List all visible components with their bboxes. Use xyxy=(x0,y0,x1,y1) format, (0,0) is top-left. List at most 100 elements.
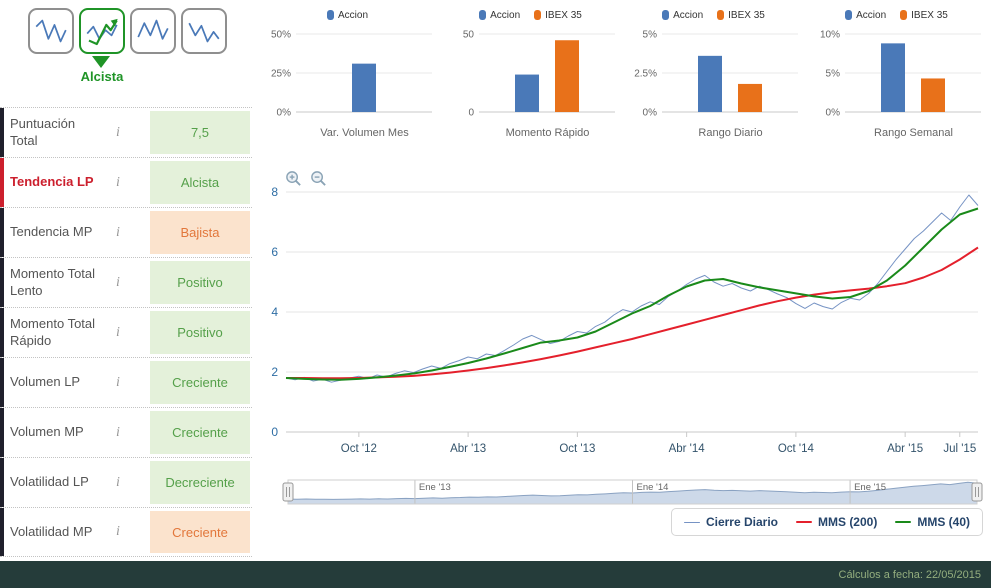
indicator-row: Puntuación Total i 7,5 xyxy=(0,107,252,157)
svg-text:Ene '13: Ene '13 xyxy=(419,482,451,493)
legend-item-ibex-35[interactable]: IBEX 35 xyxy=(717,10,765,21)
indicator-value: Creciente xyxy=(150,411,250,454)
indicator-label: Momento Total Rápido xyxy=(10,316,96,348)
mini-chart-legend: Accion IBEX 35 xyxy=(805,4,988,26)
series-line-icon xyxy=(683,521,700,523)
row-accent-bar xyxy=(0,258,4,307)
zigzag-pattern-3-thumbnail[interactable] xyxy=(130,8,176,54)
series-legend-item-mms-200-[interactable]: MMS (200) xyxy=(795,515,877,529)
series-line-icon xyxy=(795,521,812,523)
mini-chart-title: Rango Semanal xyxy=(874,127,953,139)
indicator-label: Tendencia MP xyxy=(10,224,93,240)
indicator-panel: Alcista Puntuación Total i 7,5 Tendencia… xyxy=(0,0,252,558)
legend-column-marker-icon xyxy=(900,10,908,20)
uptrend-arrow-pattern-thumbnail[interactable] xyxy=(79,8,125,54)
legend-item-ibex-35[interactable]: IBEX 35 xyxy=(900,10,948,21)
svg-text:Ene '15: Ene '15 xyxy=(854,482,886,493)
svg-text:Abr '15: Abr '15 xyxy=(887,443,923,455)
svg-text:0%: 0% xyxy=(826,108,841,119)
info-icon[interactable]: i xyxy=(116,224,120,240)
mini-bar-chart: Accion IBEX 35 50 0 Momento Rápido xyxy=(439,4,622,150)
zigzag-pattern-4-icon xyxy=(188,22,220,43)
svg-text:Oct '13: Oct '13 xyxy=(559,443,595,455)
indicator-row: Volumen MP i Creciente xyxy=(0,407,252,457)
legend-item-ibex-35[interactable]: IBEX 35 xyxy=(534,10,582,21)
row-accent-bar xyxy=(0,508,4,556)
mini-bar-chart: Accion IBEX 35 10% 5% 0% Rango Semanal xyxy=(805,4,988,150)
series-legend-item-mms-40-[interactable]: MMS (40) xyxy=(895,515,970,529)
svg-text:Abr '13: Abr '13 xyxy=(450,443,486,455)
price-chart-canvas[interactable]: 0 2 4 6 8 Oct '12 Abr '13 Oct '13 Abr '14 Oct '14… xyxy=(256,178,991,468)
legend-label: Accion xyxy=(856,9,887,21)
mini-chart-canvas: 50 0 xyxy=(463,30,615,119)
row-accent-bar xyxy=(0,458,4,507)
info-icon[interactable]: i xyxy=(116,424,120,440)
row-accent-bar xyxy=(0,158,4,207)
svg-text:Jul '15: Jul '15 xyxy=(943,443,976,455)
svg-text:0%: 0% xyxy=(643,108,658,119)
mini-bar-chart: Accion IBEX 35 5% 2.5% 0% Rango Diario xyxy=(622,4,805,150)
indicator-label: Volumen LP xyxy=(10,374,81,390)
pattern-thumbnails xyxy=(0,8,252,54)
series-legend: Cierre Diario MMS (200) MMS (40) xyxy=(670,508,983,536)
svg-text:5%: 5% xyxy=(643,30,658,41)
uptrend-arrow-pattern-icon xyxy=(86,18,118,46)
row-accent-bar xyxy=(0,108,4,157)
mini-chart-canvas: 5% 2.5% 0% xyxy=(634,30,798,119)
mini-chart-canvas: 50% 25% 0% xyxy=(271,30,432,119)
mini-charts-row: Accion 50% 25% 0% Var. Volumen Mes Accion I… xyxy=(256,4,991,150)
legend-label: Accion xyxy=(673,9,704,21)
mini-chart-legend: Accion IBEX 35 xyxy=(439,4,622,26)
indicator-row: Momento Total Rápido i Positivo xyxy=(0,307,252,357)
zoom-controls xyxy=(282,168,329,190)
info-icon[interactable]: i xyxy=(116,324,120,340)
indicator-label: Puntuación Total xyxy=(10,116,76,148)
indicator-value: Creciente xyxy=(150,511,250,553)
svg-text:Abr '14: Abr '14 xyxy=(669,443,706,455)
info-icon[interactable]: i xyxy=(116,274,120,290)
indicator-row: Volatilidad MP i Creciente xyxy=(0,507,252,557)
svg-text:0: 0 xyxy=(468,108,474,119)
info-icon[interactable]: i xyxy=(116,474,120,490)
main-chart-area: 0 2 4 6 8 Oct '12 Abr '13 Oct '13 Abr '14 Oct '14… xyxy=(256,150,991,558)
svg-text:10%: 10% xyxy=(820,30,840,41)
series-legend-label: MMS (40) xyxy=(917,515,970,529)
zigzag-pattern-4-thumbnail[interactable] xyxy=(181,8,227,54)
mini-chart-title: Momento Rápido xyxy=(505,127,590,139)
indicator-value: Alcista xyxy=(150,161,250,204)
legend-label: Accion xyxy=(337,9,368,21)
zoom-in-icon xyxy=(285,171,301,186)
series-legend-label: Cierre Diario xyxy=(705,515,778,529)
indicator-value: Positivo xyxy=(150,261,250,304)
footer-bar: Cálculos a fecha: 22/05/2015 xyxy=(0,561,991,588)
zigzag-pattern-3-icon xyxy=(137,19,169,40)
legend-label: IBEX 35 xyxy=(911,9,948,21)
indicator-row: Tendencia MP i Bajista xyxy=(0,207,252,257)
svg-text:25%: 25% xyxy=(271,69,291,80)
legend-item-accion[interactable]: Accion xyxy=(479,10,520,21)
range-navigator[interactable]: Ene '13 Ene '14 Ene '15 xyxy=(280,478,985,506)
legend-item-accion[interactable]: Accion xyxy=(845,10,886,21)
row-accent-bar xyxy=(0,358,4,407)
svg-text:Oct '12: Oct '12 xyxy=(341,443,377,455)
series-legend-item-cierre-diario[interactable]: Cierre Diario xyxy=(683,515,778,529)
info-icon[interactable]: i xyxy=(116,174,120,190)
legend-item-accion[interactable]: Accion xyxy=(662,10,703,21)
svg-text:0: 0 xyxy=(271,425,278,439)
zoom-in-button[interactable] xyxy=(282,168,304,190)
svg-text:Ene '14: Ene '14 xyxy=(637,482,669,493)
info-icon[interactable]: i xyxy=(116,524,120,539)
legend-item-accion[interactable]: Accion xyxy=(326,9,368,21)
info-icon[interactable]: i xyxy=(116,124,120,140)
indicator-value: Bajista xyxy=(150,211,250,254)
indicator-label: Volatilidad LP xyxy=(10,474,89,490)
indicator-label: Tendencia LP xyxy=(10,174,94,190)
zigzag-pattern-1-thumbnail[interactable] xyxy=(28,8,74,54)
indicator-value: Creciente xyxy=(150,361,250,404)
zoom-out-button[interactable] xyxy=(307,168,329,190)
indicator-row: Tendencia LP i Alcista xyxy=(0,157,252,207)
svg-text:2: 2 xyxy=(271,365,278,379)
svg-text:8: 8 xyxy=(271,185,278,199)
info-icon[interactable]: i xyxy=(116,374,120,390)
